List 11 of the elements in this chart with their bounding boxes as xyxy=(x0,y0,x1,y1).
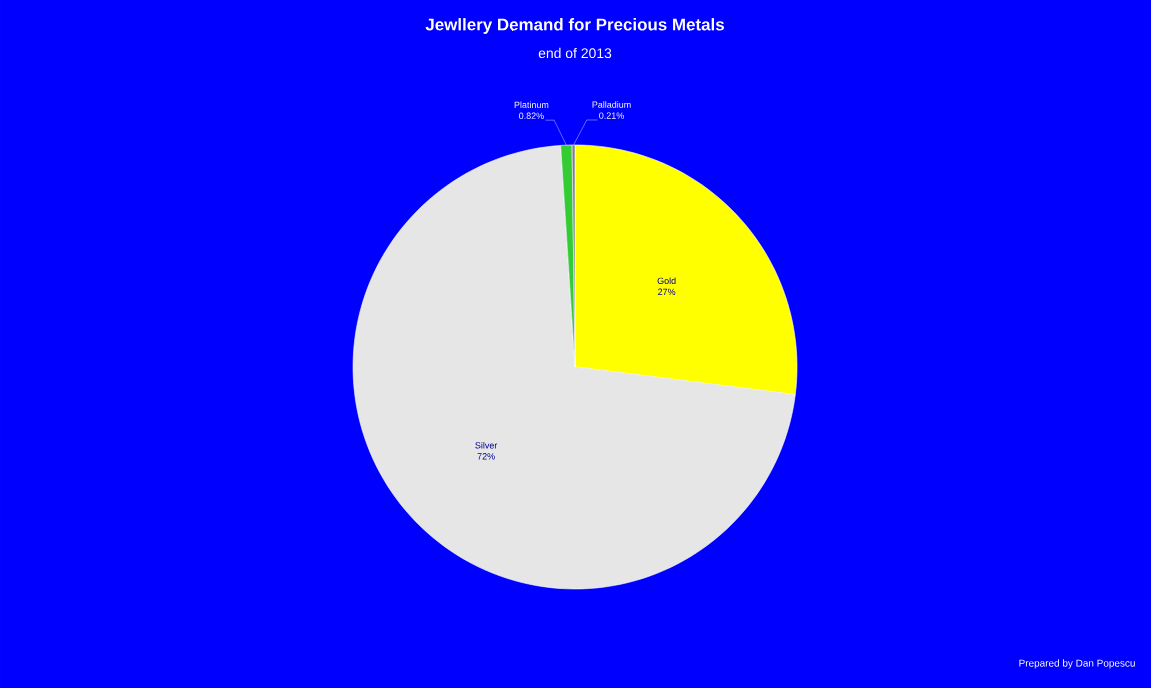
data-label: 72% xyxy=(477,453,495,460)
data-label: 0.21% xyxy=(599,112,624,119)
text: Prepared by Dan Popescu xyxy=(1019,659,1135,669)
slice-label: Gold xyxy=(657,277,676,285)
chart-subtitle: end of 2013 xyxy=(538,47,612,59)
slice-label: Silver xyxy=(475,441,498,449)
data-label: 27% xyxy=(658,288,676,295)
slice-label: Platinum xyxy=(514,101,549,108)
slice-label: Palladium xyxy=(592,101,631,108)
data-label: 0.82% xyxy=(519,112,544,119)
chart-title: Jewllery Demand for Precious Metals xyxy=(425,18,724,34)
